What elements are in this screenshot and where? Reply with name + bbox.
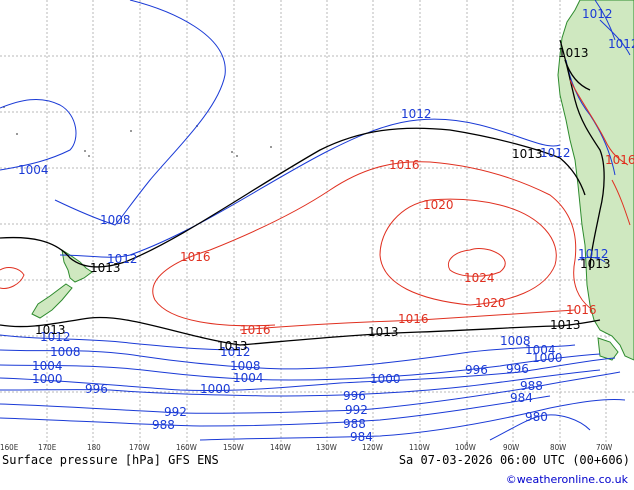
isobar-label: 1008 <box>50 345 81 359</box>
isobar-label: 1008 <box>500 334 531 348</box>
land <box>31 0 634 361</box>
isobar-label: 1004 <box>233 371 264 385</box>
longitude-tick: 90W <box>503 443 519 452</box>
longitude-tick: 130W <box>316 443 337 452</box>
longitude-tick: 160E <box>0 443 19 452</box>
isobar-label: 1004 <box>32 359 63 373</box>
isobar-label: 1016 <box>605 153 634 167</box>
isobar-label: 1012 <box>540 146 571 160</box>
isobar-label: 1016 <box>180 250 211 264</box>
longitude-tick: 160W <box>176 443 197 452</box>
isobar-label: 1013 <box>217 339 248 353</box>
isobar-label: 1013 <box>580 257 611 271</box>
isobar-label: 988 <box>152 418 175 432</box>
isobar-label: 1013 <box>550 318 581 332</box>
longitude-tick: 80W <box>550 443 566 452</box>
isobar-label: 984 <box>510 391 533 405</box>
isobars-black <box>0 39 605 346</box>
isobar-label: 1012 <box>107 252 138 266</box>
isobar-label: 1016 <box>566 303 597 317</box>
isobar-label: 1004 <box>525 343 556 357</box>
longitude-tick: 120W <box>362 443 383 452</box>
isobar-label: 980 <box>525 410 548 424</box>
isobar-label: 1004 <box>18 163 49 177</box>
isobar-label: 988 <box>343 417 366 431</box>
isobar-label: 1012 <box>608 37 634 51</box>
isobar-label: 1008 <box>230 359 261 373</box>
map-title: Surface pressure [hPa] GFS ENS <box>2 453 219 467</box>
isobar-label: 1012 <box>401 107 432 121</box>
longitude-tick: 180 <box>87 443 101 452</box>
isobar-label: 1013 <box>35 323 66 337</box>
isobar-label: 1000 <box>32 372 63 386</box>
isobar-label: 992 <box>345 403 368 417</box>
south-america <box>557 0 634 361</box>
isobars-red <box>0 79 631 331</box>
longitude-tick: 140W <box>270 443 291 452</box>
graticule <box>0 0 634 452</box>
isobar-label: 1013 <box>558 46 589 60</box>
valid-time: Sa 07-03-2026 06:00 UTC (00+606) <box>398 453 630 467</box>
isobar-label: 984 <box>350 430 373 444</box>
isobar-label: 996 <box>465 363 488 377</box>
source-credit[interactable]: ©weatheronline.co.uk <box>505 473 628 486</box>
isobar-label: 1008 <box>100 213 131 227</box>
isobar-label: 1013 <box>512 147 543 161</box>
isobar-label: 1000 <box>200 382 231 396</box>
longitude-tick: 150W <box>223 443 244 452</box>
longitude-ticks: 160E 170E 180 170W 160W 150W 140W 130W 1… <box>0 443 612 452</box>
longitude-tick: 70W <box>596 443 612 452</box>
isobar-label: 1020 <box>423 198 454 212</box>
isobar-label: 1020 <box>475 296 506 310</box>
isobar-label: 988 <box>520 379 543 393</box>
longitude-tick: 100W <box>455 443 476 452</box>
longitude-tick: 170W <box>129 443 150 452</box>
isobar-label: 996 <box>343 389 366 403</box>
pressure-map-canvas: 1012 1004 1008 1012 1012 1012 1008 1004 … <box>0 0 634 452</box>
isobar-label: 1013 <box>368 325 399 339</box>
isobar-label: 1016 <box>398 312 429 326</box>
longitude-tick: 110W <box>409 443 430 452</box>
isobar-labels: 1012 1004 1008 1012 1012 1012 1008 1004 … <box>18 7 634 444</box>
isobar-label: 1016 <box>240 323 271 337</box>
longitude-tick: 170E <box>38 443 57 452</box>
isobar-label: 1000 <box>370 372 401 386</box>
isobars-blue <box>0 0 631 441</box>
isobar-label: 1012 <box>40 330 71 344</box>
new-zealand-south-island <box>31 283 73 319</box>
isobar-label: 992 <box>164 405 187 419</box>
isobar-label: 1012 <box>582 7 613 21</box>
isobar-label: 996 <box>85 382 108 396</box>
isobar-label: 1012 <box>220 345 251 359</box>
isobar-label: 1024 <box>464 271 495 285</box>
isobar-label: 996 <box>506 362 529 376</box>
isobar-label: 1013 <box>90 261 121 275</box>
isobar-label: 1000 <box>532 351 563 365</box>
isobar-label: 1012 <box>578 247 609 261</box>
tierra-del-fuego <box>597 337 619 361</box>
isobar-label: 1016 <box>389 158 420 172</box>
